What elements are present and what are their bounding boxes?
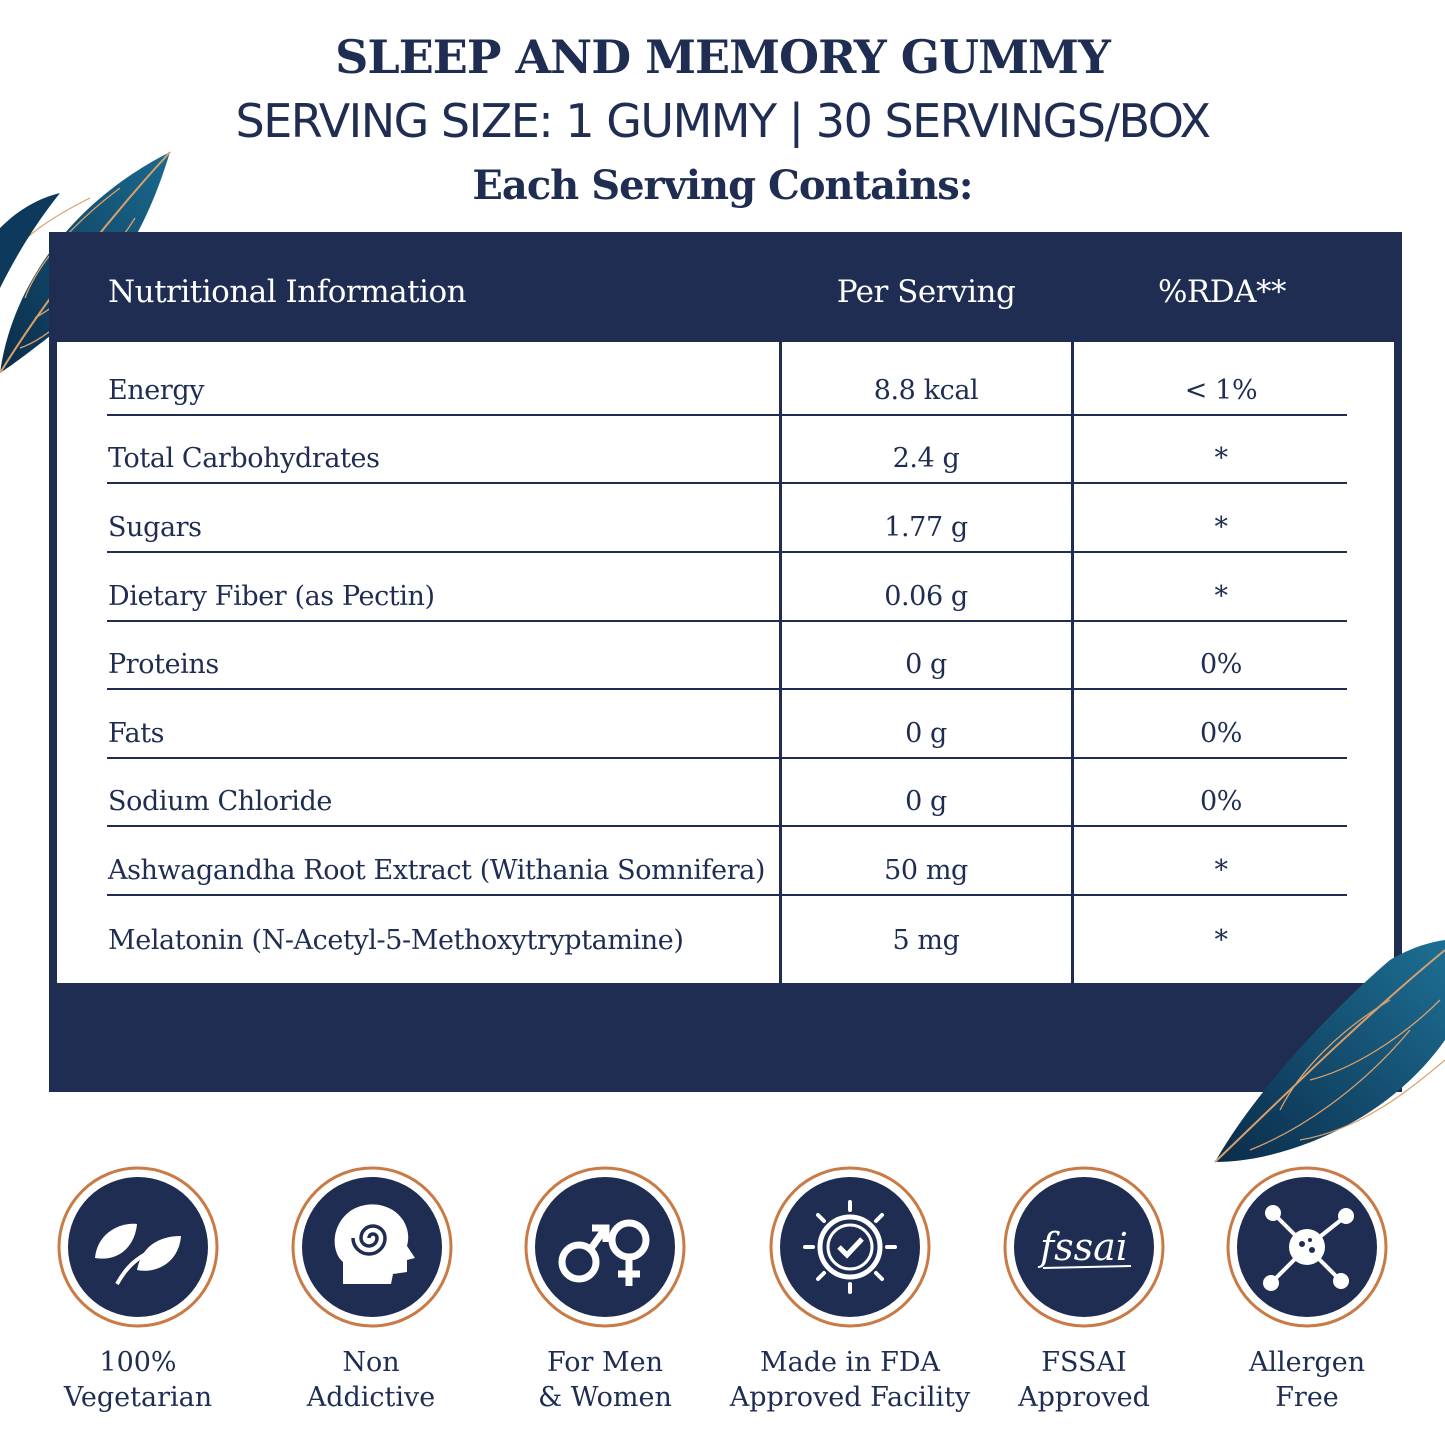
product-title: SLEEP AND MEMORY GUMMY [335, 30, 1111, 84]
fssai-logo-icon: fssai [1003, 1166, 1165, 1328]
table-row: Ashwagandha Root Extract (Withania Somni… [107, 827, 1347, 896]
badge-label-allergen: Allergen Free [1248, 1347, 1366, 1413]
nutrition-table: Nutritional Information Per Serving %RDA… [49, 232, 1402, 1092]
table-row: Dietary Fiber (as Pectin) 0.06 g * [107, 553, 1347, 622]
table-row: Sodium Chloride 0 g 0% [107, 759, 1347, 827]
table-row: Proteins 0 g 0% [107, 622, 1347, 690]
row-per-serving: 1.77 g [884, 512, 968, 543]
row-per-serving: 0.06 g [884, 581, 968, 612]
row-name: Fats [108, 718, 165, 749]
row-per-serving: 8.8 kcal [873, 375, 979, 406]
row-name: Sugars [108, 512, 202, 543]
badge-label-fssai: FSSAI Approved [1018, 1347, 1150, 1413]
badge-label-men-women: For Men & Women [538, 1347, 672, 1413]
row-per-serving: 50 mg [884, 855, 968, 886]
row-name: Ashwagandha Root Extract (Withania Somni… [108, 855, 766, 886]
row-name: Sodium Chloride [108, 786, 332, 817]
row-rda: < 1% [1184, 375, 1258, 406]
leaves-icon [57, 1166, 219, 1328]
badge-label-vegetarian: 100% Vegetarian [63, 1347, 213, 1413]
row-name: Dietary Fiber (as Pectin) [108, 581, 435, 612]
row-per-serving: 0 g [905, 649, 947, 680]
row-name: Total Carbohydrates [108, 443, 380, 474]
row-rda: 0% [1199, 649, 1243, 680]
row-rda: * [1214, 855, 1228, 886]
row-per-serving: 2.4 g [892, 443, 960, 474]
molecule-icon [1226, 1166, 1388, 1328]
column-header-rda: %RDA** [1157, 274, 1287, 310]
badge-label-fda: Made in FDA Approved Facility [729, 1347, 971, 1413]
row-name: Melatonin (N-Acetyl-5-Methoxytryptamine) [108, 925, 684, 956]
head-spiral-icon [291, 1166, 453, 1328]
table-row: Melatonin (N-Acetyl-5-Methoxytryptamine)… [107, 896, 1347, 964]
row-rda: * [1214, 512, 1228, 543]
table-row: Total Carbohydrates 2.4 g * [107, 416, 1347, 484]
row-rda: * [1214, 925, 1228, 956]
table-header: Nutritional Information Per Serving %RDA… [49, 232, 1402, 342]
table-body: Energy 8.8 kcal < 1% Total Carbohydrates… [57, 342, 1394, 983]
badge-label-non-addictive: Non Addictive [306, 1347, 436, 1413]
row-per-serving: 0 g [905, 786, 947, 817]
row-rda: * [1214, 443, 1228, 474]
table-row: Fats 0 g 0% [107, 690, 1347, 759]
row-name: Proteins [108, 649, 219, 680]
row-per-serving: 0 g [905, 718, 947, 749]
svg-text:fssai: fssai [1037, 1225, 1128, 1269]
column-header-per-serving: Per Serving [836, 274, 1016, 310]
row-per-serving: 5 mg [892, 925, 960, 956]
row-rda: * [1214, 581, 1228, 612]
serving-size-line: SERVING SIZE: 1 GUMMY | 30 SERVINGS/BOX [235, 94, 1211, 148]
row-rda: 0% [1199, 786, 1243, 817]
row-name: Energy [108, 375, 205, 406]
section-subheading: Each Serving Contains: [472, 162, 973, 209]
column-divider [1071, 342, 1074, 983]
table-row: Sugars 1.77 g * [107, 484, 1347, 553]
leaf-right-icon [1214, 940, 1445, 1163]
gender-symbols-icon [524, 1166, 686, 1328]
table-row: Energy 8.8 kcal < 1% [107, 342, 1347, 416]
sun-check-icon [769, 1166, 931, 1328]
column-header-name: Nutritional Information [108, 274, 467, 310]
row-rda: 0% [1199, 718, 1243, 749]
column-divider [779, 342, 782, 983]
